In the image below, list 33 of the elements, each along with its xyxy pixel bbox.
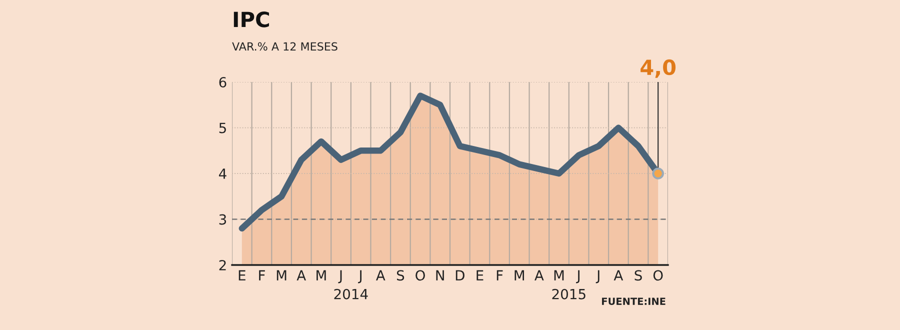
x-tick-label: E [238, 270, 246, 280]
x-tick-label: M [316, 270, 326, 280]
chart-title: IPC [234, 12, 269, 28]
x-tick-label: E [476, 270, 484, 280]
source-note: FUENTE:INE [602, 298, 666, 306]
x-tick-label: A [376, 270, 386, 280]
x-tick-label: F [259, 270, 265, 280]
y-tick-label: 4 [218, 168, 226, 179]
x-tick-label: A [534, 270, 544, 280]
x-tick-label: J [338, 270, 342, 284]
y-tick-label: 3 [219, 214, 226, 225]
x-tick-label: J [358, 270, 362, 284]
x-tick-label: A [614, 270, 624, 280]
data-label: 4,0 [640, 59, 676, 78]
x-tick-label: D [456, 270, 464, 280]
x-tick-label: F [496, 270, 503, 280]
x-tick-label: M [276, 270, 286, 280]
x-tick-label: S [634, 270, 642, 281]
x-tick-label: J [576, 270, 580, 284]
x-tick-label: A [296, 270, 306, 280]
x-tick-label: N [436, 270, 444, 280]
y-tick-label: 2 [219, 260, 226, 270]
y-tick-label: 5 [219, 122, 226, 134]
x-tick-label: M [554, 270, 564, 280]
x-tick-label: J [596, 270, 600, 284]
text: 2015 [552, 288, 586, 300]
text: 2014 [334, 288, 368, 300]
x-tick-label: S [396, 270, 404, 281]
x-tick-label: M [514, 270, 524, 280]
x-tick-label: O [653, 270, 663, 281]
y-tick-label: 6 [219, 76, 226, 88]
chart-subtitle: VAR.% A 12 MESES [232, 42, 338, 51]
x-tick-label: O [416, 270, 425, 281]
